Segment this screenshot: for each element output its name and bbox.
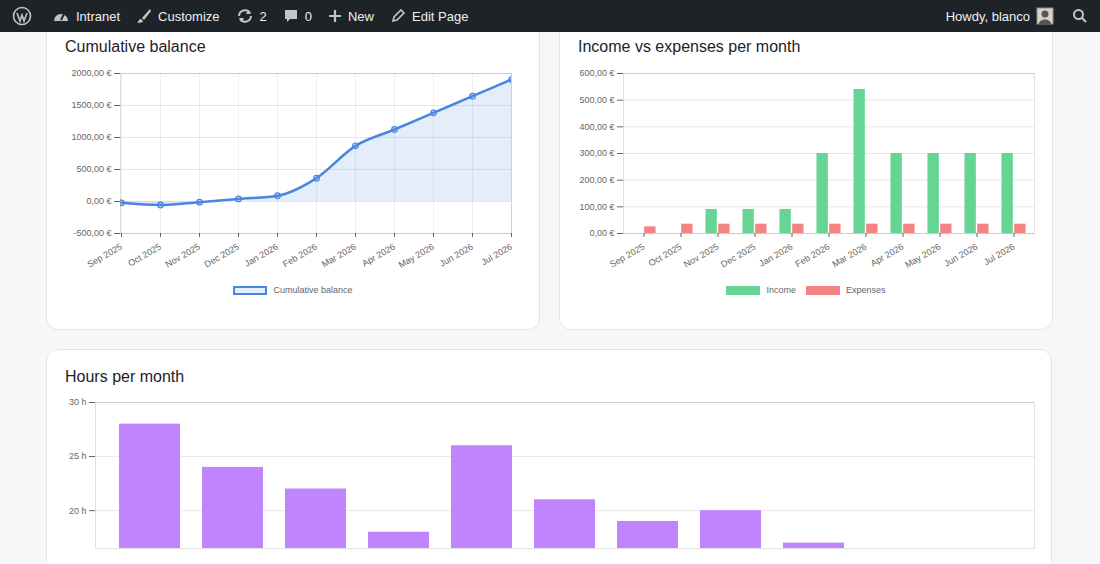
svg-text:Jul 2026: Jul 2026 bbox=[479, 242, 513, 268]
svg-text:Oct 2025: Oct 2025 bbox=[647, 242, 684, 269]
svg-text:20 h: 20 h bbox=[69, 506, 87, 516]
svg-text:2000,00 €: 2000,00 € bbox=[71, 68, 111, 78]
svg-text:-500,00 €: -500,00 € bbox=[73, 228, 111, 238]
svg-text:Feb 2026: Feb 2026 bbox=[281, 242, 319, 270]
svg-text:Oct 2025: Oct 2025 bbox=[126, 242, 163, 269]
svg-text:1000,00 €: 1000,00 € bbox=[71, 132, 111, 142]
svg-text:500,00 €: 500,00 € bbox=[76, 164, 111, 174]
svg-text:300,00 €: 300,00 € bbox=[579, 148, 614, 158]
html-text:Income vs expenses per month: Income vs expenses per month bbox=[578, 38, 801, 55]
html-text:0: 0 bbox=[304, 8, 312, 24]
svg-text:Feb 2026: Feb 2026 bbox=[794, 242, 832, 270]
html-text:2: 2 bbox=[259, 8, 267, 24]
svg-text:Apr 2026: Apr 2026 bbox=[869, 242, 906, 269]
svg-text:Nov 2025: Nov 2025 bbox=[164, 242, 202, 270]
svg-text:Dec 2025: Dec 2025 bbox=[719, 242, 757, 270]
svg-text:Jun 2026: Jun 2026 bbox=[438, 242, 475, 269]
svg-text:Sep 2025: Sep 2025 bbox=[608, 242, 646, 270]
svg-text:400,00 €: 400,00 € bbox=[579, 122, 614, 132]
svg-text:1500,00 €: 1500,00 € bbox=[71, 100, 111, 110]
html-text:Customize: Customize bbox=[158, 8, 220, 24]
svg-text:25 h: 25 h bbox=[69, 451, 87, 461]
svg-text:Dec 2025: Dec 2025 bbox=[203, 242, 241, 270]
svg-text:200,00 €: 200,00 € bbox=[579, 175, 614, 185]
svg-text:May 2026: May 2026 bbox=[903, 242, 942, 270]
html-text:Hours per month: Hours per month bbox=[65, 368, 185, 385]
svg-text:100,00 €: 100,00 € bbox=[579, 202, 614, 212]
svg-text:600,00 €: 600,00 € bbox=[579, 68, 614, 78]
svg-text:0,00 €: 0,00 € bbox=[86, 196, 111, 206]
html-text:New: New bbox=[348, 8, 374, 24]
html-text:Income: Income bbox=[766, 285, 796, 295]
html-text:Howdy, blanco: Howdy, blanco bbox=[945, 8, 1030, 24]
html-text:Expenses: Expenses bbox=[846, 285, 886, 295]
html-text:Cumulative balance: Cumulative balance bbox=[273, 285, 353, 295]
svg-text:30 h: 30 h bbox=[69, 397, 87, 407]
svg-text:Jan 2026: Jan 2026 bbox=[243, 242, 280, 269]
svg-text:500,00 €: 500,00 € bbox=[579, 95, 614, 105]
html-text:Intranet: Intranet bbox=[76, 8, 121, 24]
html-text:Cumulative balance: Cumulative balance bbox=[65, 38, 206, 55]
svg-text:Jun 2026: Jun 2026 bbox=[942, 242, 979, 269]
svg-text:Jul 2026: Jul 2026 bbox=[982, 242, 1016, 268]
svg-text:Apr 2026: Apr 2026 bbox=[360, 242, 397, 269]
svg-text:Jan 2026: Jan 2026 bbox=[757, 242, 794, 269]
svg-text:May 2026: May 2026 bbox=[397, 242, 436, 270]
svg-text:Mar 2026: Mar 2026 bbox=[320, 242, 358, 270]
svg-text:Mar 2026: Mar 2026 bbox=[831, 242, 869, 270]
svg-text:Sep 2025: Sep 2025 bbox=[86, 242, 124, 270]
svg-text:0,00 €: 0,00 € bbox=[589, 228, 614, 238]
html-text:Edit Page: Edit Page bbox=[412, 8, 469, 24]
svg-text:Nov 2025: Nov 2025 bbox=[682, 242, 720, 270]
